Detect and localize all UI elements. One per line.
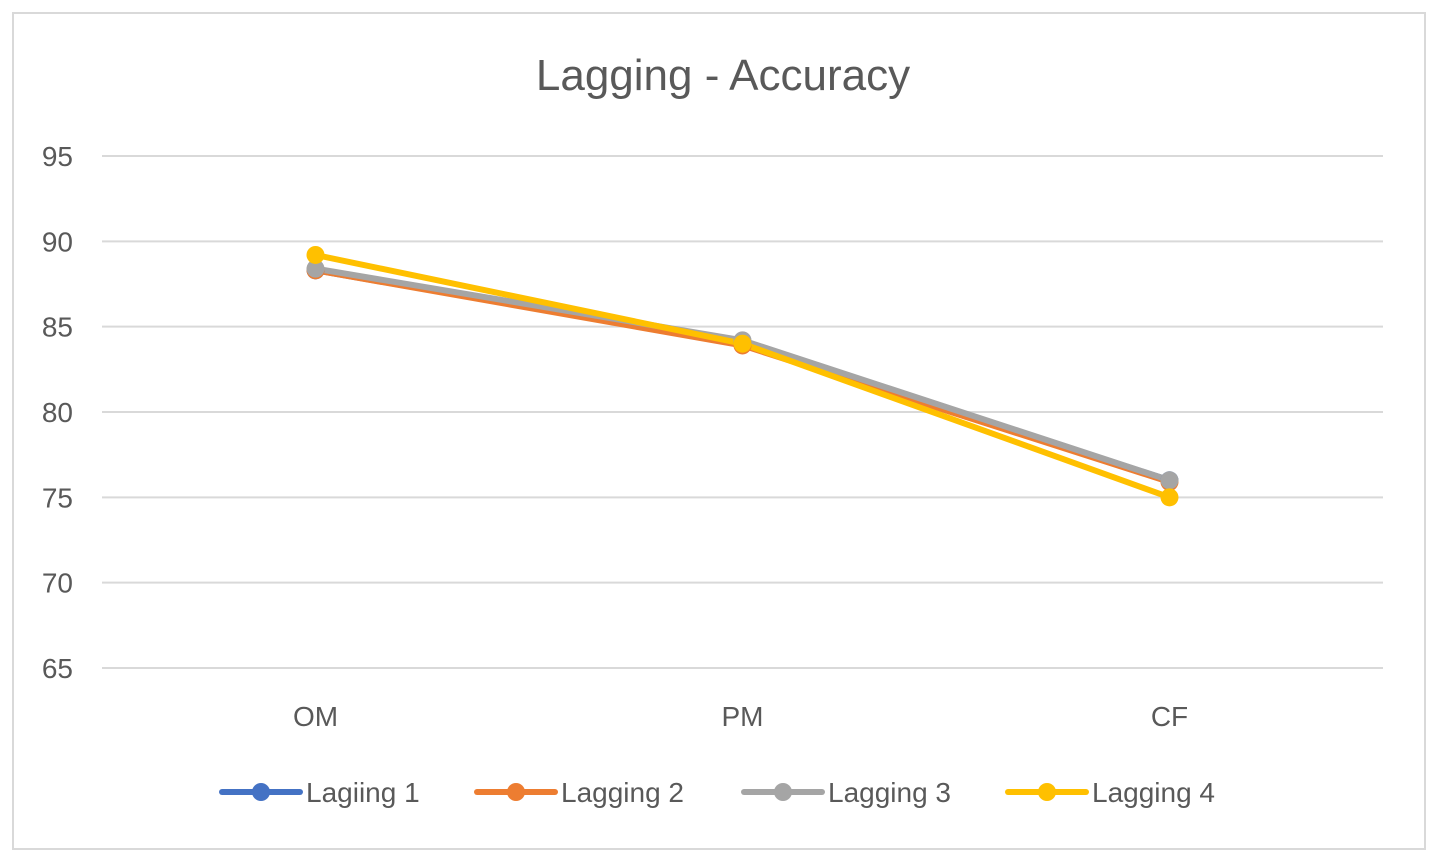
legend-label-2: Lagging 2 (561, 777, 684, 808)
series-3-point-cf (1160, 471, 1179, 490)
legend-label-3: Lagging 3 (828, 777, 951, 808)
series-lines (312, 251, 1173, 501)
series-4-point-pm (733, 334, 752, 353)
series-4-point-om (306, 245, 325, 264)
legend-marker-3 (774, 783, 792, 801)
y-tick-label-95: 95 (42, 141, 73, 172)
legend-marker-4 (1038, 783, 1056, 801)
x-tick-label-pm: PM (722, 701, 764, 732)
y-tick-label-65: 65 (42, 653, 73, 684)
chart-title: Lagging - Accuracy (536, 51, 910, 100)
series-4-point-cf (1160, 488, 1179, 507)
y-axis-tick-labels: 65 70 75 80 85 90 95 (42, 141, 73, 684)
series-markers (306, 245, 1179, 507)
x-tick-label-om: OM (293, 701, 338, 732)
x-axis-tick-labels: OM PM CF (293, 701, 1188, 732)
legend-label-1: Lagiing 1 (306, 777, 420, 808)
y-tick-label-75: 75 (42, 482, 73, 513)
y-tick-label-80: 80 (42, 397, 73, 428)
legend-label-4: Lagging 4 (1092, 777, 1215, 808)
legend-marker-1 (252, 783, 270, 801)
y-tick-label-90: 90 (42, 226, 73, 257)
legend: Lagiing 1 Lagging 2 Lagging 3 Lagging 4 (219, 777, 1215, 808)
gridlines (102, 155, 1383, 669)
x-tick-label-cf: CF (1151, 701, 1188, 732)
chart-frame (12, 12, 1426, 850)
legend-marker-2 (507, 783, 525, 801)
series-3-point-om (306, 259, 325, 278)
y-tick-label-85: 85 (42, 312, 73, 343)
y-tick-label-70: 70 (42, 568, 73, 599)
